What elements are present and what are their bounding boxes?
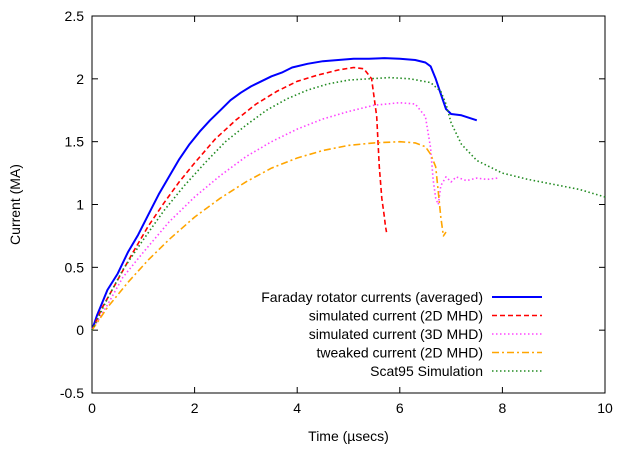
x-tick-label: 0 [88,400,96,416]
legend: Faraday rotator currents (averaged) simul… [261,289,542,379]
legend-label-2: simulated current (2D MHD) [309,308,483,324]
series-line-2 [91,66,388,331]
legend-label-4: tweaked current (2D MHD) [317,345,484,361]
y-tick-label: 2.5 [65,8,85,24]
x-tick-label: 8 [499,400,507,416]
y-tick-label: 0.5 [65,259,85,275]
series-layer [91,57,606,331]
y-tick-label: 1.5 [65,134,85,150]
series-line-1 [91,57,478,331]
legend-label-1: Faraday rotator currents (averaged) [261,289,483,305]
x-tick-label: 2 [191,400,199,416]
x-tick-label: 6 [396,400,404,416]
series-line-4 [91,140,447,331]
y-tick-label: 0 [76,322,84,338]
x-axis-title: Time (µsecs) [308,428,389,444]
y-tick-label: 2 [76,71,84,87]
legend-label-5: Scat95 Simulation [370,363,483,379]
legend-label-3: simulated current (3D MHD) [309,326,483,342]
y-tick-label: 1 [76,197,84,213]
x-tick-label: 4 [293,400,301,416]
x-tick-label: 10 [597,400,613,416]
y-tick-label: -0.5 [60,385,84,401]
axis-ticks: 0 2 4 6 8 10-0.500.511.522.5 [60,8,613,416]
y-axis-title: Current (MA) [7,164,23,245]
